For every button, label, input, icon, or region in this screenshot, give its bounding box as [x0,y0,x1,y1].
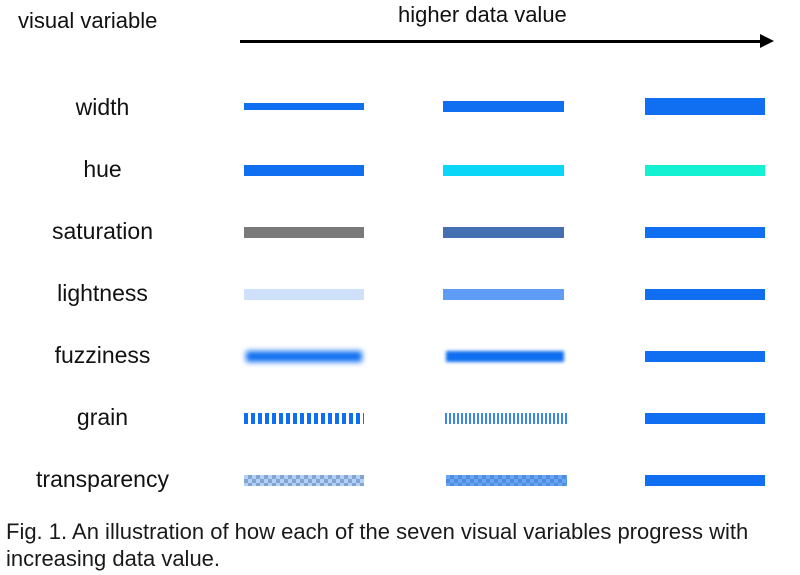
visual-variable-header: visual variable [18,8,158,33]
width-bar-low [244,103,364,110]
row-label-fuzziness: fuzziness [54,342,151,368]
saturation-bar-high [645,227,765,238]
fuzziness-bar-low [246,351,362,362]
hue-bar-low [244,165,364,176]
width-bar-mid [443,101,564,112]
saturation-bar-low [244,227,364,238]
arrow-head-icon [760,34,774,48]
row-label-width: width [75,94,130,120]
lightness-bar-low [244,289,364,300]
figure-caption: Fig. 1. An illustration of how each of t… [6,519,749,571]
lightness-bar-high [645,289,765,300]
saturation-bar-mid [443,227,564,238]
row-label-lightness: lightness [57,280,148,306]
hue-bar-high [645,165,765,176]
row-label-grain: grain [76,404,129,430]
width-bar-high [645,98,765,115]
lightness-bar-mid [443,289,564,300]
transparency-bar-high [645,475,765,486]
row-label-transparency: transparency [36,466,169,492]
higher-data-value-label: higher data value [398,2,567,27]
grain-bar-low [244,413,364,424]
hue-bar-mid [443,165,564,176]
transparency-bar-low [244,475,364,486]
grain-bar-high [645,413,765,424]
grain-bar-mid [445,413,567,424]
fuzziness-bar-high [645,351,765,362]
row-label-hue: hue [83,156,122,182]
transparency-bar-mid [446,475,567,486]
direction-arrow-line [240,40,762,43]
row-label-saturation: saturation [51,218,153,244]
fuzziness-bar-mid [446,351,564,362]
